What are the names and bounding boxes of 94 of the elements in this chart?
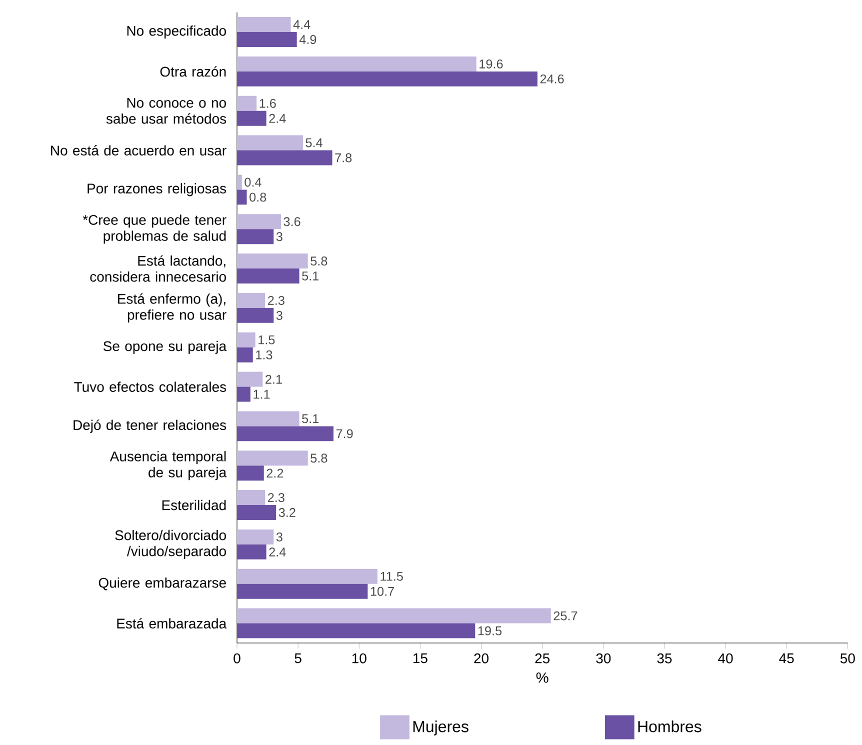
bar [237, 17, 291, 32]
bar [237, 214, 281, 230]
y-tick-label: No especificado [127, 26, 226, 39]
bar [237, 56, 476, 72]
x-tick-label: 25 [535, 653, 550, 664]
y-tick-label: Esterilidad [162, 500, 226, 510]
bar [237, 135, 303, 150]
bar [237, 308, 274, 323]
data-label: 24.6 [540, 74, 564, 84]
data-label: 4.9 [299, 35, 316, 44]
y-tick-label: No conoce o no sabe usar métodos [106, 98, 226, 124]
bar [237, 96, 257, 111]
y-tick-label: Quiere embarazarse [98, 577, 226, 590]
data-label: 5.1 [302, 272, 319, 280]
bar [237, 229, 274, 244]
data-label: 2.2 [266, 468, 284, 478]
bar [237, 292, 266, 308]
data-label: 19.5 [478, 626, 502, 636]
data-label: 3 [276, 310, 282, 320]
data-label: 3.2 [278, 508, 296, 518]
data-label: 7.9 [336, 429, 353, 438]
bar [237, 584, 368, 599]
x-axis-title: % [536, 672, 548, 683]
bar [237, 372, 263, 387]
y-tick-label: *Cree que puede tener problemas de salud [82, 214, 226, 244]
bar [237, 466, 264, 481]
data-label: 19.6 [480, 59, 503, 68]
data-label: 1.6 [260, 98, 276, 108]
x-tick-label: 50 [840, 653, 855, 664]
bar [237, 623, 476, 638]
y-tick-label: No está de acuerdo en usar [51, 145, 226, 156]
data-label: 11.5 [380, 572, 403, 581]
data-label: 2.1 [266, 374, 282, 384]
y-tick-label: Dejó de tener relaciones [74, 420, 226, 433]
data-label: 10.7 [370, 586, 394, 596]
x-tick-label: 40 [718, 653, 733, 664]
data-label: 1.5 [258, 335, 275, 344]
data-label: 5.8 [310, 256, 328, 266]
data-label: 0.8 [250, 192, 266, 202]
y-tick-label: Está enfermo (a), prefiere no usar [118, 293, 226, 323]
x-tick-label: 15 [413, 653, 428, 664]
bar [237, 190, 247, 205]
data-label: 1.1 [254, 390, 270, 399]
bar [237, 110, 266, 126]
data-label: 2.3 [268, 493, 284, 502]
y-tick-label: Se opone su pareja [103, 340, 227, 354]
bar [237, 150, 332, 166]
bar [237, 32, 297, 48]
y-tick-label: Ausencia temporal de su pareja [110, 451, 227, 480]
bar [237, 568, 378, 584]
bar [237, 386, 250, 402]
bar [237, 529, 274, 544]
bar [237, 71, 538, 86]
y-tick-label: Está embarazada [117, 618, 227, 629]
data-label: 5.4 [306, 138, 322, 148]
legend-label: Hombres [638, 720, 702, 732]
legend-label: Mujeres [413, 720, 468, 736]
bar [237, 174, 242, 190]
data-label: 2.3 [268, 296, 284, 305]
y-tick-label: Tuvo efectos colaterales [74, 382, 226, 392]
y-tick-label: Soltero/divorciado /viudo/separado [115, 530, 226, 559]
data-label: 0.4 [244, 178, 262, 187]
data-label: 5.8 [310, 454, 328, 463]
bar [237, 332, 256, 348]
x-tick-label: 0 [234, 653, 240, 664]
x-tick-label: 5 [294, 653, 302, 664]
data-label: 2.4 [269, 548, 286, 556]
y-tick-label: Por razones religiosas [88, 183, 226, 196]
x-tick-label: 20 [474, 653, 488, 664]
data-label: 7.8 [335, 153, 352, 162]
data-label: 3 [276, 232, 282, 242]
bar [237, 426, 334, 442]
x-tick-label: 30 [596, 653, 611, 664]
bar [237, 254, 308, 269]
data-label: 25.7 [554, 611, 578, 620]
y-tick-label: Está lactando, considera innecesario [90, 255, 226, 282]
data-label: 2.4 [269, 114, 286, 123]
bar [237, 268, 300, 284]
x-tick-label: 45 [779, 653, 794, 664]
bar [237, 505, 276, 520]
bar [237, 544, 266, 560]
data-label: 4.4 [293, 20, 310, 29]
bar [237, 347, 253, 362]
bar [237, 608, 551, 624]
data-label: 5.1 [302, 414, 319, 424]
x-tick-label: 35 [657, 653, 672, 664]
bar [237, 490, 266, 506]
y-tick-label: Otra razón [160, 66, 226, 77]
x-tick-label: 10 [352, 653, 366, 664]
bar [237, 411, 300, 426]
data-label: 3 [276, 532, 282, 542]
data-label: 1.3 [256, 350, 272, 360]
data-label: 3.6 [284, 217, 300, 226]
bar [237, 450, 308, 466]
